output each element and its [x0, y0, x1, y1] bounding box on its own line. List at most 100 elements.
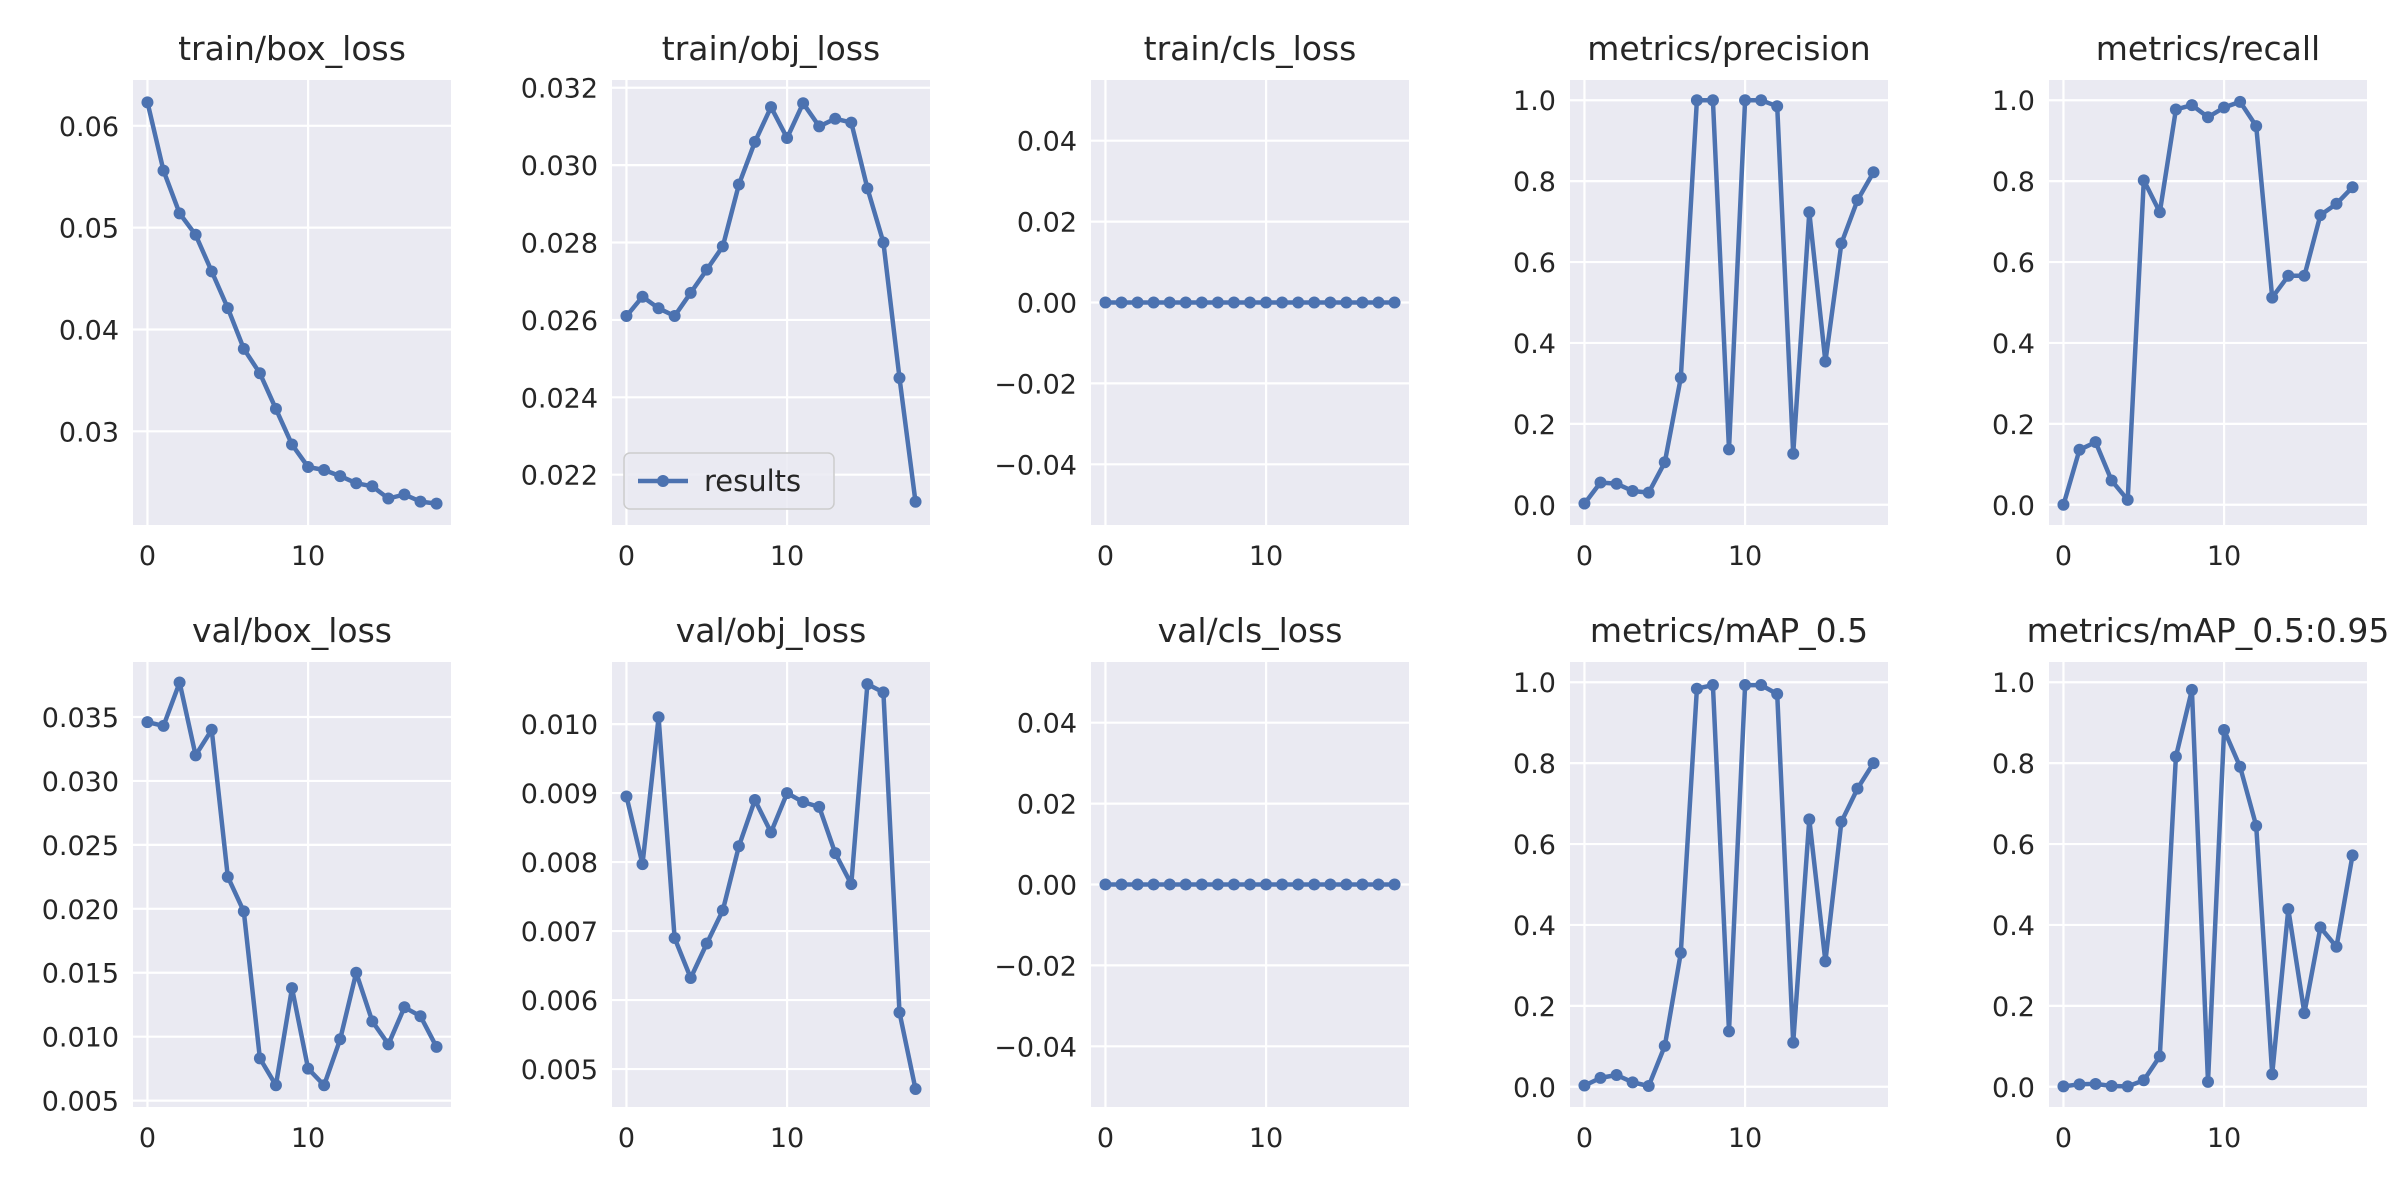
data-point — [2121, 1080, 2134, 1093]
data-point — [2266, 291, 2279, 304]
x-tick-label: 10 — [2207, 541, 2241, 572]
data-point — [141, 716, 154, 729]
panel-title: train/cls_loss — [1144, 29, 1357, 68]
panel-title: metrics/mAP_0.5:0.95 — [2027, 611, 2390, 650]
y-tick-label: 0.06 — [59, 112, 119, 143]
y-tick-label: 0.030 — [42, 767, 119, 798]
panel-metrics-map-0-5: 0.0 0.2 0.4 0.6 0.8 1.0 0 10 metrics/mAP_0.5 — [1513, 611, 1888, 1154]
data-point — [173, 207, 186, 220]
data-point — [1292, 878, 1305, 891]
data-point — [636, 858, 649, 871]
panel-metrics-map-0-5-0-95: 0.0 0.2 0.4 0.6 0.8 1.0 0 10 metrics/mAP_0.5:0.9… — [1992, 611, 2389, 1154]
data-point — [1372, 296, 1385, 309]
y-tick-label: 0.6 — [1513, 830, 1556, 861]
y-tick-label: 0.0 — [1513, 1073, 1556, 1104]
data-point — [173, 676, 186, 689]
data-point — [189, 749, 202, 762]
data-point — [318, 464, 331, 477]
y-tick-label: 0.00 — [1017, 871, 1077, 902]
y-tick-label: 0.8 — [1992, 167, 2035, 198]
data-point — [2185, 99, 2198, 112]
data-point — [382, 492, 395, 505]
data-point — [237, 342, 250, 355]
data-point — [732, 178, 745, 191]
x-tick-label: 10 — [770, 1123, 804, 1154]
data-point — [829, 112, 842, 125]
data-point — [1276, 296, 1289, 309]
data-point — [1388, 296, 1401, 309]
data-point — [1723, 443, 1735, 456]
y-tick-label: 1.0 — [1513, 668, 1556, 699]
x-tick-label: 0 — [618, 541, 635, 572]
data-point — [716, 240, 729, 253]
data-point — [2137, 174, 2150, 187]
data-point — [2202, 111, 2214, 124]
data-point — [302, 460, 315, 473]
data-point — [2073, 1078, 2086, 1091]
data-point — [765, 101, 777, 114]
x-tick-label: 10 — [2207, 1123, 2241, 1154]
panel-title: metrics/recall — [2096, 29, 2320, 68]
data-point — [1260, 296, 1273, 309]
y-tick-label: 0.0 — [1513, 491, 1556, 522]
y-tick-label: 0.035 — [42, 703, 119, 734]
data-point — [2314, 921, 2327, 934]
data-point — [700, 263, 713, 276]
y-tick-label: 0.2 — [1513, 410, 1556, 441]
data-point — [1771, 687, 1784, 700]
x-tick-label: 10 — [1728, 541, 1762, 572]
y-tick-label: 0.02 — [1017, 208, 1077, 239]
data-point — [893, 371, 906, 384]
data-point — [1739, 94, 1752, 107]
data-point — [1244, 878, 1256, 891]
data-point — [237, 905, 250, 918]
data-point — [1147, 296, 1160, 309]
data-point — [253, 367, 266, 380]
data-point — [1131, 296, 1144, 309]
y-tick-label: 0.0 — [1992, 1073, 2035, 1104]
data-point — [253, 1052, 266, 1065]
data-point — [1658, 1039, 1671, 1052]
data-point — [2153, 1050, 2166, 1063]
data-point — [1260, 878, 1273, 891]
x-tick-label: 0 — [139, 1123, 156, 1154]
data-point — [1372, 878, 1385, 891]
y-tick-label: 0.6 — [1992, 830, 2035, 861]
data-point — [2169, 103, 2182, 116]
data-point — [1211, 296, 1224, 309]
data-point — [909, 1083, 922, 1096]
data-point — [2250, 120, 2263, 133]
y-tick-label: 0.007 — [521, 917, 598, 948]
y-tick-label: 0.0 — [1992, 491, 2035, 522]
data-point — [2314, 209, 2327, 222]
data-point — [2057, 1080, 2070, 1093]
data-point — [157, 719, 170, 732]
panel-title: val/box_loss — [192, 611, 392, 650]
panel-title: train/box_loss — [178, 29, 406, 68]
y-tick-label: 1.0 — [1992, 668, 2035, 699]
panel-val-box-loss: 0.005 0.010 0.015 0.020 0.025 0.030 0.035 0 10 va… — [42, 611, 451, 1154]
data-point — [1244, 296, 1256, 309]
data-point — [1690, 682, 1703, 695]
plot-background — [612, 80, 930, 525]
data-point — [430, 497, 443, 510]
data-point — [1851, 194, 1864, 207]
panel-title: metrics/mAP_0.5 — [1590, 611, 1868, 650]
data-point — [334, 1033, 347, 1046]
data-point — [366, 1015, 379, 1028]
panel-title: metrics/precision — [1587, 29, 1870, 68]
data-point — [813, 120, 826, 133]
data-point — [861, 678, 874, 691]
plot-background — [133, 662, 451, 1107]
x-tick-label: 10 — [1249, 1123, 1283, 1154]
data-point — [2298, 1007, 2311, 1020]
y-tick-label: 0.03 — [59, 417, 119, 448]
data-point — [1131, 878, 1144, 891]
data-point — [269, 1079, 282, 1092]
data-point — [2330, 940, 2343, 953]
data-point — [2185, 683, 2198, 696]
plot-background — [2049, 80, 2367, 525]
data-point — [1099, 296, 1112, 309]
data-point — [765, 826, 777, 839]
y-tick-label: 0.6 — [1513, 248, 1556, 279]
